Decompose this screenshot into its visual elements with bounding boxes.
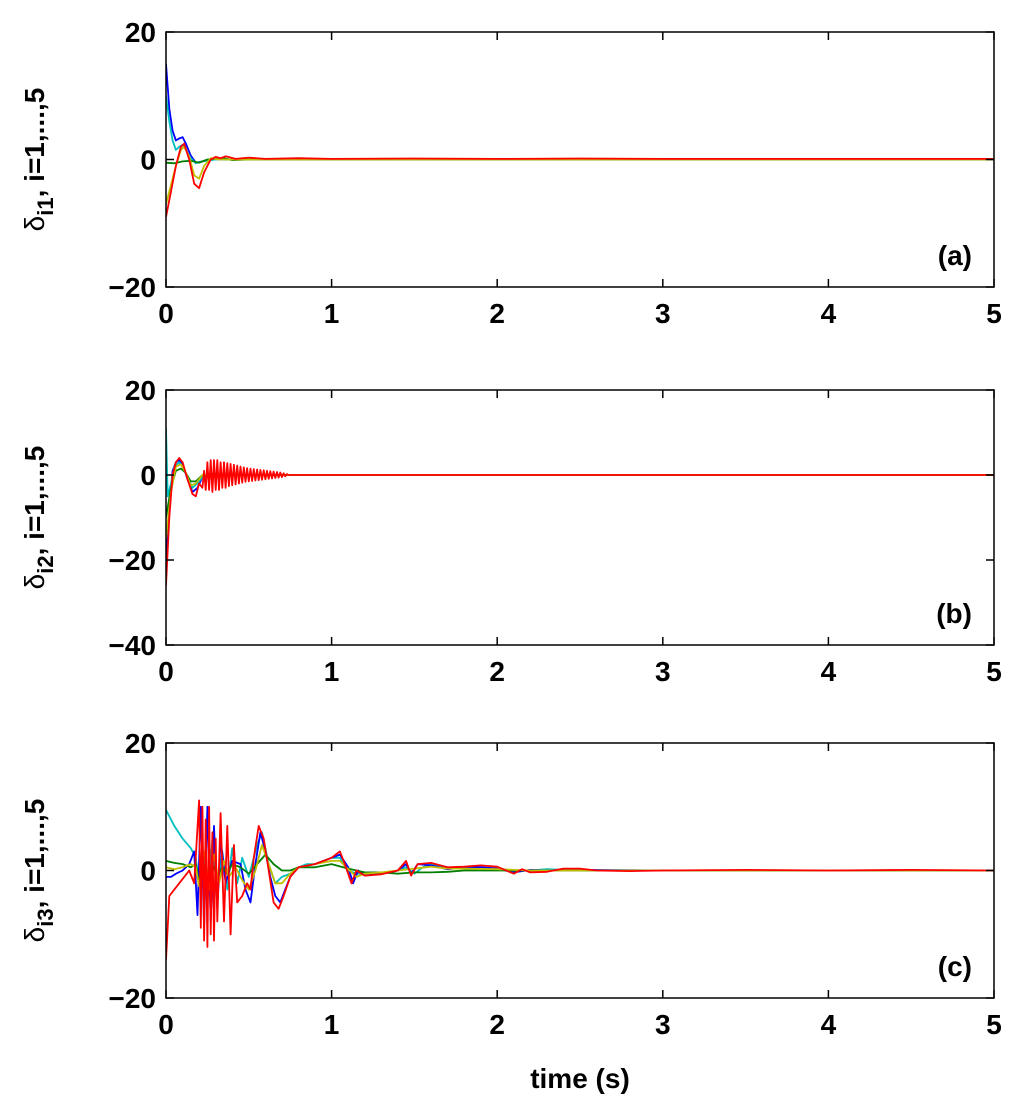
y-tick-label: −20	[109, 272, 157, 303]
x-tick-label: 3	[655, 656, 671, 687]
panel-label: (b)	[936, 598, 972, 629]
y-axis-label-rest: , i=1,...,5	[19, 799, 50, 909]
y-axis-label-subscript: i1	[33, 197, 58, 215]
x-tick-label: 1	[324, 656, 340, 687]
y-axis-label-subscript: i3	[33, 908, 58, 926]
series-line-5	[166, 457, 994, 586]
panel-b: 0 1 2 3 4 5 −40 −20 0 20 (b) δi2, i=1,...,5	[19, 375, 1002, 687]
x-tick-label: 4	[821, 298, 837, 329]
series-line-1	[166, 63, 994, 164]
y-tick-label: 20	[125, 17, 156, 48]
series-line-3	[166, 467, 994, 518]
y-tick-label: 20	[125, 728, 156, 759]
y-axis-label-subscript: i2	[33, 555, 58, 573]
x-tick-label: 2	[489, 1009, 505, 1040]
y-axis-label-symbol: δ	[19, 574, 50, 590]
series-line-2	[166, 95, 994, 165]
y-axis-label-symbol: δ	[19, 927, 50, 943]
x-tick-label: 4	[821, 1009, 837, 1040]
x-tick-label: 2	[489, 656, 505, 687]
y-axis-label: δi2, i=1,...,5	[19, 446, 58, 590]
axes-box	[165, 389, 995, 646]
x-tick-label: 3	[655, 298, 671, 329]
x-tick-label: 5	[986, 298, 1002, 329]
series-line-4	[166, 145, 994, 205]
panel-label: (c)	[938, 951, 972, 982]
y-tick-label: 20	[125, 375, 156, 406]
series-line-5	[166, 142, 994, 218]
x-tick-label: 1	[324, 298, 340, 329]
x-tick-label: 1	[324, 1009, 340, 1040]
y-axis-label: δi3, i=1,...,5	[19, 799, 58, 943]
y-tick-label: 0	[140, 856, 156, 887]
y-tick-label: −20	[109, 545, 157, 576]
x-tick-label: 0	[158, 298, 174, 329]
series-line-2	[166, 428, 994, 498]
y-tick-label: −20	[109, 983, 157, 1014]
y-axis-label-rest: , i=1,...,5	[19, 446, 50, 556]
y-tick-label: 0	[140, 460, 156, 491]
x-tick-label: 5	[986, 1009, 1002, 1040]
x-tick-label: 5	[986, 656, 1002, 687]
y-axis-label-rest: , i=1,...,5	[19, 88, 50, 198]
y-tick-label: −40	[109, 630, 157, 661]
x-tick-label: 0	[158, 1009, 174, 1040]
series-line-1	[166, 809, 994, 904]
y-axis-label: δi1, i=1,...,5	[19, 88, 58, 232]
series-line-2	[166, 805, 994, 929]
y-tick-label: 0	[140, 145, 156, 176]
panel-label: (a)	[938, 240, 972, 271]
x-axis-label: time (s)	[530, 1063, 630, 1094]
x-tick-label: 4	[821, 656, 837, 687]
y-axis-label-symbol: δ	[19, 216, 50, 232]
series-line-4	[166, 844, 994, 891]
series-line-5	[166, 799, 994, 960]
x-tick-label: 2	[489, 298, 505, 329]
x-tick-label: 3	[655, 1009, 671, 1040]
x-tick-label: 0	[158, 656, 174, 687]
